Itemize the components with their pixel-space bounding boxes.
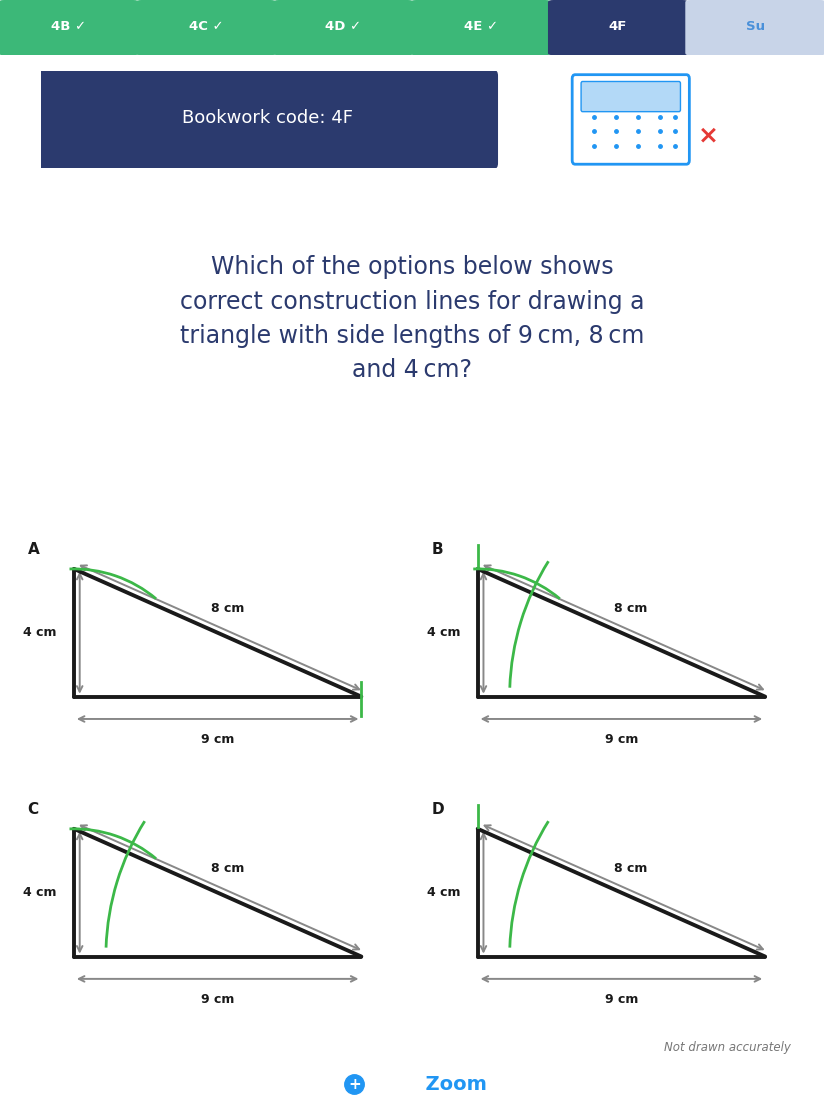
FancyBboxPatch shape xyxy=(548,0,688,55)
Text: 4 cm: 4 cm xyxy=(427,886,460,899)
Text: 4C ✓: 4C ✓ xyxy=(189,20,223,33)
Text: Not drawn accurately: Not drawn accurately xyxy=(664,1042,791,1054)
Text: C: C xyxy=(28,802,39,816)
Text: Su: Su xyxy=(746,20,765,33)
FancyBboxPatch shape xyxy=(274,0,414,55)
Text: Zoom: Zoom xyxy=(412,1075,487,1094)
Text: 9 cm: 9 cm xyxy=(605,733,638,747)
FancyBboxPatch shape xyxy=(136,0,276,55)
Text: 8 cm: 8 cm xyxy=(614,602,648,615)
Text: 9 cm: 9 cm xyxy=(605,993,638,1006)
Text: 4E ✓: 4E ✓ xyxy=(464,20,498,33)
Text: 8 cm: 8 cm xyxy=(210,862,244,875)
FancyBboxPatch shape xyxy=(686,0,824,55)
Text: A: A xyxy=(28,542,40,556)
FancyBboxPatch shape xyxy=(37,70,498,169)
Text: 9 cm: 9 cm xyxy=(201,993,234,1006)
Text: +: + xyxy=(348,1076,361,1092)
Text: 9 cm: 9 cm xyxy=(201,733,234,747)
FancyBboxPatch shape xyxy=(0,0,138,55)
Text: 4 cm: 4 cm xyxy=(23,886,56,899)
FancyBboxPatch shape xyxy=(410,0,550,55)
Text: Bookwork code: 4F: Bookwork code: 4F xyxy=(182,108,353,126)
FancyBboxPatch shape xyxy=(581,82,681,112)
Text: B: B xyxy=(432,542,443,556)
FancyBboxPatch shape xyxy=(572,75,690,164)
Text: Which of the options below shows
correct construction lines for drawing a
triang: Which of the options below shows correct… xyxy=(180,255,644,383)
Text: 4 cm: 4 cm xyxy=(23,626,56,639)
Text: 4F: 4F xyxy=(609,20,627,33)
Text: ×: × xyxy=(698,124,719,148)
Text: 8 cm: 8 cm xyxy=(614,862,648,875)
Text: 4 cm: 4 cm xyxy=(427,626,460,639)
Text: 8 cm: 8 cm xyxy=(210,602,244,615)
Text: 4B ✓: 4B ✓ xyxy=(51,20,87,33)
Text: 4D ✓: 4D ✓ xyxy=(325,20,362,33)
Text: D: D xyxy=(432,802,444,816)
